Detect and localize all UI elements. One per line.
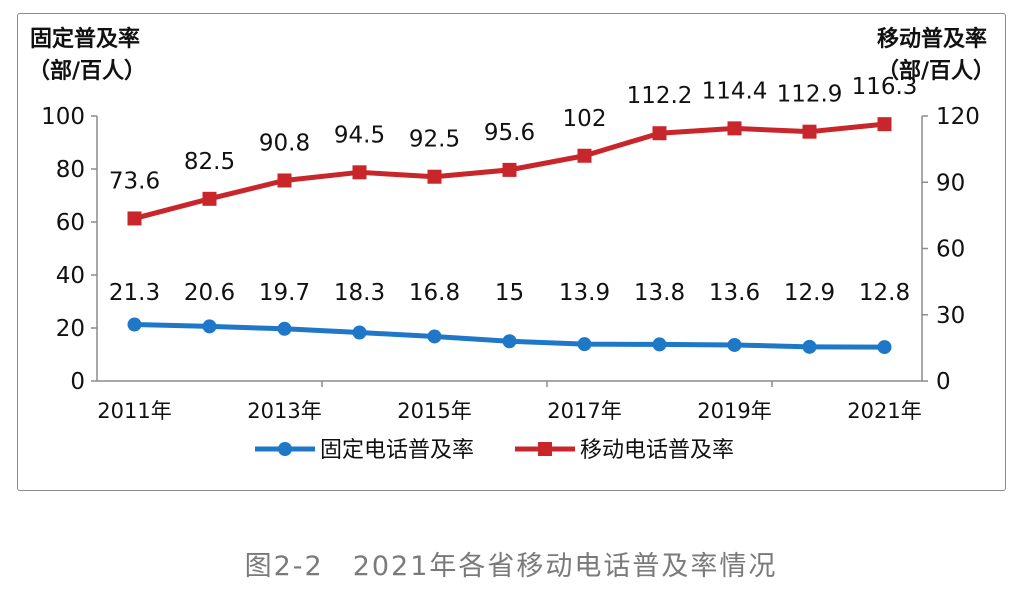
data-point <box>352 165 367 180</box>
x-tick-label: 2011年 <box>97 399 171 423</box>
data-point <box>577 337 592 352</box>
data-label: 102 <box>563 106 607 132</box>
right-tick-label: 120 <box>936 104 980 130</box>
data-label: 12.9 <box>784 280 835 306</box>
data-label: 114.4 <box>702 78 768 104</box>
left-axis-title-line1: 固定普及率 <box>30 26 140 52</box>
legend-label-mobile: 移动电话普及率 <box>580 438 734 463</box>
x-tick-label: 2021年 <box>847 399 921 423</box>
figure-caption: 图2-2 2021年各省移动电话普及率情况 <box>244 551 778 582</box>
data-label: 13.8 <box>634 280 685 306</box>
data-point <box>652 126 667 141</box>
data-point <box>727 337 742 352</box>
data-label: 20.6 <box>184 280 235 306</box>
left-tick-label: 60 <box>56 210 85 236</box>
data-label: 13.9 <box>559 280 610 306</box>
data-point <box>502 334 517 349</box>
right-tick-label: 0 <box>936 369 951 395</box>
data-label: 21.3 <box>109 280 160 306</box>
data-point <box>502 162 517 177</box>
x-tick-label: 2019年 <box>697 399 771 423</box>
data-point <box>127 211 142 226</box>
left-tick-label: 80 <box>56 157 85 183</box>
right-axis-title-line2: （部/百人） <box>877 58 995 84</box>
x-tick-label: 2017年 <box>547 399 621 423</box>
data-point <box>202 319 217 334</box>
legend-label-fixed: 固定电话普及率 <box>320 438 474 463</box>
data-label: 95.6 <box>484 120 535 146</box>
data-label: 16.8 <box>409 280 460 306</box>
left-tick-label: 100 <box>41 104 85 130</box>
data-label: 90.8 <box>259 130 310 156</box>
data-label: 94.5 <box>334 122 385 148</box>
data-point <box>877 117 892 132</box>
data-point <box>577 148 592 163</box>
right-tick-label: 90 <box>936 170 965 196</box>
chart-frame <box>17 13 1006 491</box>
data-point <box>202 191 217 206</box>
data-point <box>277 321 292 336</box>
left-tick-label: 0 <box>70 369 85 395</box>
data-label: 73.6 <box>109 168 160 194</box>
right-tick-label: 30 <box>936 303 965 329</box>
data-point <box>877 340 892 355</box>
data-point <box>427 329 442 344</box>
left-axis-title-line2: （部/百人） <box>28 58 146 84</box>
data-label: 18.3 <box>334 280 385 306</box>
data-point <box>802 339 817 354</box>
legend-marker-mobile <box>538 442 552 456</box>
data-label: 112.2 <box>627 83 693 109</box>
right-tick-label: 60 <box>936 237 965 263</box>
data-label: 82.5 <box>184 149 235 175</box>
left-tick-label: 40 <box>56 263 85 289</box>
data-point <box>427 169 442 184</box>
line-chart: 固定普及率 （部/百人） 移动普及率 （部/百人） 0 20 40 60 80 100 0 3… <box>28 26 995 463</box>
data-label: 15 <box>495 280 524 306</box>
data-point <box>127 317 142 332</box>
data-label: 13.6 <box>709 280 760 306</box>
legend-marker-fixed <box>278 442 292 456</box>
x-tick-label: 2015年 <box>397 399 471 423</box>
data-label: 116.3 <box>852 74 918 100</box>
data-point <box>727 121 742 136</box>
right-axis-title-line1: 移动普及率 <box>877 26 987 52</box>
data-point <box>277 173 292 188</box>
data-label: 19.7 <box>259 280 310 306</box>
left-tick-label: 20 <box>56 316 85 342</box>
data-point <box>652 337 667 352</box>
data-point <box>802 124 817 139</box>
x-tick-label: 2013年 <box>247 399 321 423</box>
data-label: 92.5 <box>409 127 460 153</box>
data-label: 12.8 <box>859 280 910 306</box>
data-label: 112.9 <box>777 82 843 108</box>
data-point <box>352 325 367 340</box>
